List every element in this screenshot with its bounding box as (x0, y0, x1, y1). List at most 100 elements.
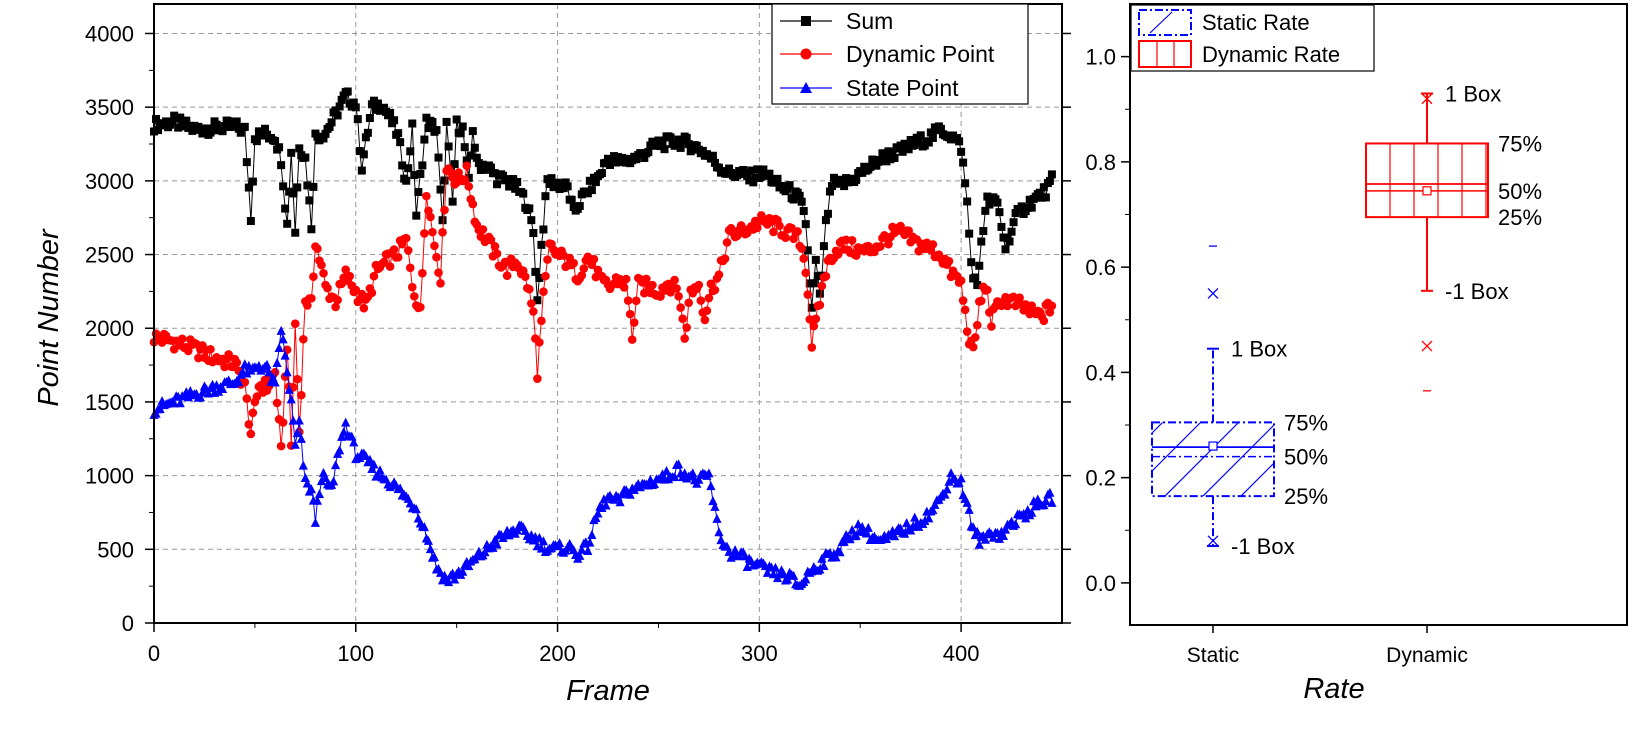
state-point (968, 522, 978, 532)
dynamic-point (807, 343, 817, 352)
dynamic-point (621, 274, 631, 284)
dynamic-point (700, 315, 710, 325)
sum-point (985, 200, 994, 209)
dynamic-point (369, 271, 379, 281)
state-point (962, 497, 972, 507)
sum-point (285, 187, 294, 196)
dynamic-point (246, 429, 256, 439)
state-point (458, 566, 468, 576)
dynamic-point (309, 272, 318, 282)
dynamic-point (333, 295, 342, 305)
sum-point (553, 178, 562, 187)
sum-point (493, 180, 502, 189)
sum-point (959, 158, 968, 167)
state-point (395, 483, 405, 493)
sum-point (359, 150, 368, 159)
sum-point (452, 115, 461, 124)
box-rect (1151, 421, 1275, 498)
sum-point (618, 154, 627, 163)
state-point (411, 504, 421, 514)
sum-point (684, 140, 693, 149)
dynamic-point (418, 268, 427, 278)
dynamic-point (533, 374, 542, 383)
left-y-tick-label: 2500 (85, 243, 134, 268)
sum-point (601, 158, 610, 167)
dynamic-point (319, 268, 328, 278)
state-point (762, 567, 773, 577)
label-q3: 75% (1498, 131, 1542, 156)
sum-point (583, 189, 592, 198)
state-point (242, 368, 252, 378)
sum-point (283, 219, 292, 228)
sum-point (180, 122, 189, 131)
hatch-line (1240, 462, 1274, 497)
sum-point (838, 177, 847, 186)
sum-point (1037, 193, 1046, 202)
state-point (443, 577, 454, 587)
state-point (801, 574, 811, 584)
dynamic-point (811, 314, 821, 324)
sum-point (708, 151, 717, 160)
state-point (218, 384, 228, 394)
state-point (910, 512, 920, 522)
dynamic-point (968, 342, 978, 352)
sum-point (305, 196, 314, 205)
sum-point (307, 225, 316, 234)
dynamic-point (1047, 301, 1057, 311)
min-marker (1207, 535, 1219, 547)
state-point (290, 439, 300, 449)
sum-point (178, 116, 187, 125)
state-point (593, 508, 603, 518)
state-point (908, 521, 918, 531)
right-legend-box (1130, 4, 1375, 72)
dynamic-point (393, 253, 403, 262)
dynamic-point (543, 255, 552, 264)
dynamic-point (537, 316, 546, 326)
dynamic-point (313, 244, 322, 254)
dynamic-point (987, 322, 996, 331)
sum-point (585, 176, 594, 185)
legend-static-rate-label: Static Rate (1202, 10, 1310, 35)
sum-point (813, 272, 822, 281)
left-y-tick-label: 3000 (85, 169, 134, 194)
sum-point (656, 142, 665, 151)
legend-state-label: State Point (846, 75, 959, 101)
sum-point (162, 117, 171, 126)
box-static: 1 Box 75% 50% 25% -1 Box (1151, 245, 1328, 559)
right-x-axis-title: Rate (1303, 673, 1364, 705)
outlier-x-marker (1421, 340, 1433, 352)
sum-point (926, 128, 935, 137)
dynamic-point (876, 242, 885, 251)
dynamic-point (278, 418, 288, 427)
sum-point (242, 158, 251, 167)
dynamic-point (409, 292, 419, 301)
sum-point (743, 172, 752, 181)
sum-point (999, 233, 1008, 242)
box-rect (1365, 142, 1489, 219)
sum-point (519, 189, 528, 198)
sum-point (386, 108, 395, 117)
sum-point (825, 187, 834, 196)
sum-point (714, 163, 723, 172)
sum-point (406, 147, 415, 156)
state-point (770, 562, 781, 572)
state-point (710, 501, 720, 511)
dynamic-point (438, 228, 447, 237)
sum-point (458, 122, 467, 131)
dynamic-point (252, 392, 262, 402)
dynamic-point (753, 223, 762, 233)
sum-point (428, 118, 437, 127)
dynamic-point (525, 284, 534, 294)
sum-point (537, 240, 546, 249)
legend-state-marker (800, 82, 812, 93)
sum-point (827, 182, 836, 191)
state-point (861, 528, 871, 538)
sum-point (513, 177, 522, 186)
sum-point (624, 154, 633, 163)
sum-point (478, 160, 487, 169)
dynamic-point (847, 236, 857, 245)
sum-point (957, 147, 966, 156)
state-point (946, 468, 956, 478)
state-point (674, 459, 684, 469)
